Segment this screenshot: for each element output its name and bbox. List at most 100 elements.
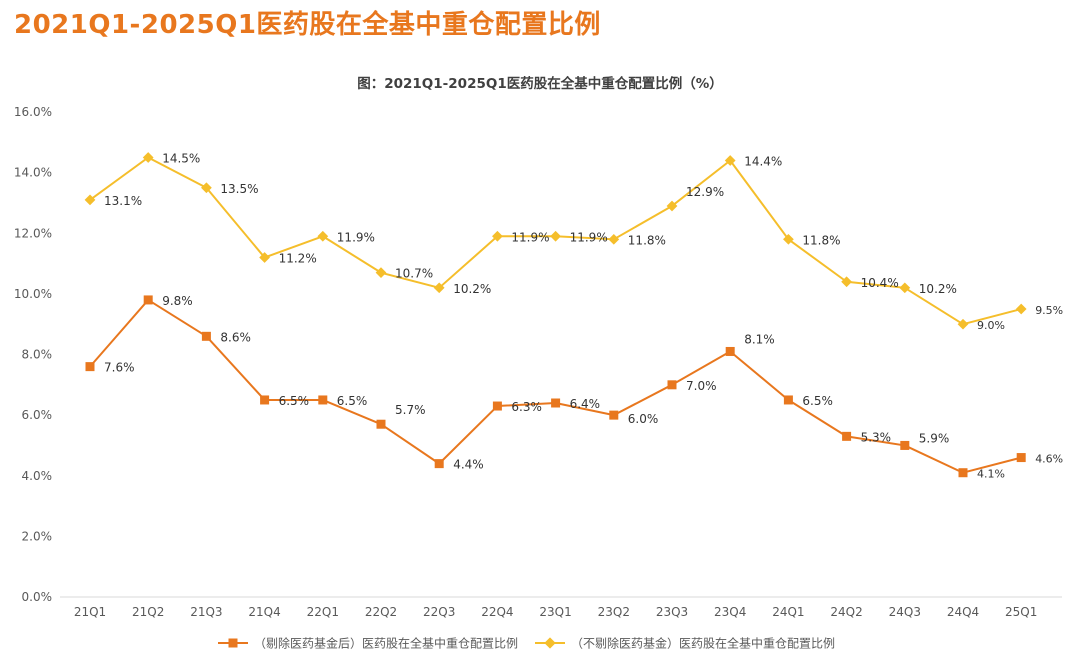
data-label: 5.7% — [395, 403, 426, 417]
y-tick-label: 10.0% — [14, 287, 52, 301]
data-label: 5.3% — [861, 430, 892, 444]
data-point — [492, 401, 502, 411]
x-tick-label: 21Q2 — [132, 605, 164, 619]
data-point — [667, 380, 677, 390]
y-tick-label: 2.0% — [22, 529, 53, 543]
legend-marker-incl — [544, 637, 556, 649]
x-tick-label: 22Q2 — [365, 605, 397, 619]
x-tick-label: 25Q1 — [1005, 605, 1037, 619]
legend: （剔除医药基金后）医药股在全基中重仓配置比例 （不剔除医药基金）医药股在全基中重… — [218, 636, 835, 651]
data-point — [842, 431, 852, 441]
data-label: 10.4% — [861, 276, 899, 290]
data-label-layer: 7.6% 9.8% 8.6% 6.5% 6.5% 5.7% 4.4% 6.3% 6.4% 6.0%… — [104, 151, 1063, 480]
data-point — [492, 230, 503, 242]
data-label: 7.0% — [686, 379, 717, 393]
data-label: 8.1% — [744, 332, 775, 346]
data-label: 7.6% — [104, 361, 135, 375]
data-point — [434, 459, 444, 469]
chart-title: 图：2021Q1-2025Q1医药股在全基中重仓配置比例（%） — [357, 75, 723, 92]
x-tick-label: 24Q4 — [947, 605, 979, 619]
x-tick-label: 24Q2 — [830, 605, 862, 619]
data-point — [958, 468, 968, 478]
data-point — [201, 182, 212, 194]
data-point — [375, 267, 387, 279]
data-label: 13.5% — [220, 182, 258, 196]
data-label: 4.4% — [453, 458, 484, 472]
data-point — [201, 331, 211, 341]
legend-marker-excl — [228, 638, 238, 648]
data-label: 11.9% — [570, 230, 608, 244]
data-label: 6.5% — [279, 394, 310, 408]
data-label: 12.9% — [686, 185, 724, 199]
data-label: 14.5% — [162, 151, 200, 165]
data-label: 6.4% — [570, 397, 601, 411]
data-label: 4.1% — [977, 468, 1005, 481]
data-label: 14.4% — [744, 155, 782, 169]
x-tick-label: 22Q1 — [307, 605, 339, 619]
x-tick-label: 23Q3 — [656, 605, 688, 619]
data-point — [841, 276, 852, 288]
page-title: 2021Q1-2025Q1医药股在全基中重仓配置比例 — [14, 10, 601, 40]
x-tick-label: 21Q1 — [74, 605, 106, 619]
legend-item-incl: （不剔除医药基金）医药股在全基中重仓配置比例 — [535, 636, 835, 651]
data-label: 11.2% — [279, 252, 317, 266]
data-point — [84, 194, 96, 206]
data-label: 10.2% — [919, 282, 957, 296]
data-point — [725, 346, 735, 356]
data-point — [142, 152, 154, 163]
data-point — [318, 395, 328, 405]
x-tick-label: 24Q3 — [889, 605, 921, 619]
data-point — [143, 295, 153, 305]
legend-label-excl: （剔除医药基金后）医药股在全基中重仓配置比例 — [254, 636, 518, 651]
data-point — [957, 318, 969, 330]
data-label: 10.7% — [395, 267, 433, 281]
data-label: 13.1% — [104, 194, 142, 208]
data-point — [260, 395, 270, 405]
data-label: 4.6% — [1035, 453, 1063, 466]
data-label: 11.9% — [337, 230, 375, 244]
data-point — [376, 419, 386, 429]
data-label: 11.8% — [628, 233, 666, 247]
legend-item-excl: （剔除医药基金后）医药股在全基中重仓配置比例 — [218, 636, 518, 651]
data-point — [724, 155, 736, 166]
data-point — [783, 233, 794, 245]
axis-layer: 0.0% 2.0% 4.0% 6.0% 8.0% 10.0% 12.0% 14.0% 16.0%… — [14, 105, 1062, 619]
y-tick-label: 16.0% — [14, 105, 52, 119]
y-tick-label: 8.0% — [22, 348, 53, 362]
data-label: 6.5% — [802, 394, 833, 408]
y-tick-label: 12.0% — [14, 226, 52, 240]
data-label: 6.0% — [628, 412, 659, 426]
data-label: 10.2% — [453, 282, 491, 296]
data-label: 9.5% — [1035, 304, 1063, 317]
x-tick-label: 23Q1 — [539, 605, 571, 619]
x-tick-label: 22Q3 — [423, 605, 455, 619]
data-point — [900, 440, 910, 450]
x-tick-label: 21Q4 — [248, 605, 280, 619]
data-point — [666, 200, 678, 212]
data-label: 5.9% — [919, 431, 950, 445]
series-line-0 — [89, 298, 1022, 474]
data-label: 11.8% — [802, 233, 840, 247]
data-point — [1016, 453, 1026, 463]
y-tick-label: 0.0% — [22, 590, 53, 604]
data-label: 9.8% — [162, 294, 193, 308]
data-point — [317, 230, 329, 242]
data-label: 6.5% — [337, 394, 368, 408]
data-label: 9.0% — [977, 319, 1005, 332]
y-tick-label: 4.0% — [22, 469, 53, 483]
y-tick-label: 6.0% — [22, 408, 53, 422]
data-label: 8.6% — [220, 330, 251, 344]
data-point — [433, 282, 445, 294]
data-point — [608, 233, 620, 245]
series-layer — [84, 152, 1027, 478]
x-tick-label: 22Q4 — [481, 605, 513, 619]
data-point — [899, 282, 911, 294]
x-tick-label: 21Q3 — [190, 605, 222, 619]
data-point — [259, 252, 270, 263]
y-tick-label: 14.0% — [14, 166, 52, 180]
data-label: 6.3% — [511, 400, 542, 414]
legend-label-incl: （不剔除医药基金）医药股在全基中重仓配置比例 — [571, 636, 835, 651]
x-tick-label: 24Q1 — [772, 605, 804, 619]
data-point — [551, 398, 561, 408]
